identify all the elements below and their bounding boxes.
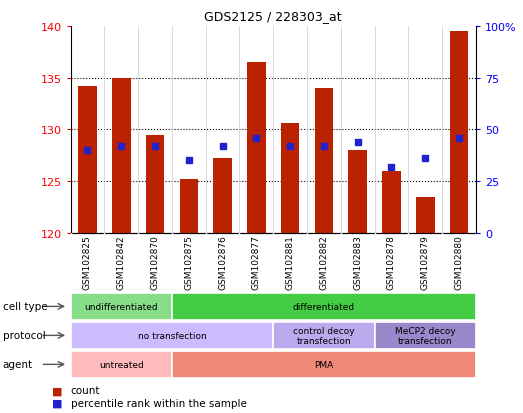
Text: GSM102825: GSM102825 — [83, 235, 92, 290]
Bar — [112, 78, 131, 233]
Text: GSM102875: GSM102875 — [184, 235, 194, 290]
Text: GSM102877: GSM102877 — [252, 235, 261, 290]
Bar — [213, 159, 232, 233]
Text: PMA: PMA — [314, 360, 334, 369]
Text: GSM102881: GSM102881 — [286, 235, 294, 290]
Text: cell type: cell type — [3, 301, 47, 312]
Text: ■: ■ — [52, 385, 63, 395]
Text: GSM102870: GSM102870 — [151, 235, 160, 290]
Text: no transfection: no transfection — [138, 331, 206, 340]
Text: GSM102882: GSM102882 — [320, 235, 328, 290]
Text: agent: agent — [3, 359, 33, 370]
Text: ■: ■ — [52, 398, 63, 408]
Text: untreated: untreated — [99, 360, 144, 369]
Bar — [146, 135, 164, 233]
Text: control decoy
transfection: control decoy transfection — [293, 326, 355, 345]
Bar — [450, 32, 468, 233]
Bar — [179, 180, 198, 233]
Text: GSM102883: GSM102883 — [353, 235, 362, 290]
Bar — [348, 151, 367, 233]
Text: undifferentiated: undifferentiated — [84, 302, 158, 311]
Text: MeCP2 decoy
transfection: MeCP2 decoy transfection — [395, 326, 456, 345]
Text: differentiated: differentiated — [293, 302, 355, 311]
Bar — [247, 63, 266, 233]
Text: GSM102842: GSM102842 — [117, 235, 126, 290]
Text: GSM102876: GSM102876 — [218, 235, 227, 290]
Title: GDS2125 / 228303_at: GDS2125 / 228303_at — [204, 10, 342, 23]
Text: GSM102878: GSM102878 — [387, 235, 396, 290]
Bar — [416, 197, 435, 233]
Text: GSM102879: GSM102879 — [421, 235, 430, 290]
Bar — [78, 87, 97, 233]
Bar — [315, 89, 333, 233]
Text: percentile rank within the sample: percentile rank within the sample — [71, 398, 246, 408]
Text: GSM102880: GSM102880 — [454, 235, 463, 290]
Bar — [281, 124, 300, 233]
Text: protocol: protocol — [3, 330, 46, 341]
Bar — [382, 171, 401, 233]
Text: count: count — [71, 385, 100, 395]
